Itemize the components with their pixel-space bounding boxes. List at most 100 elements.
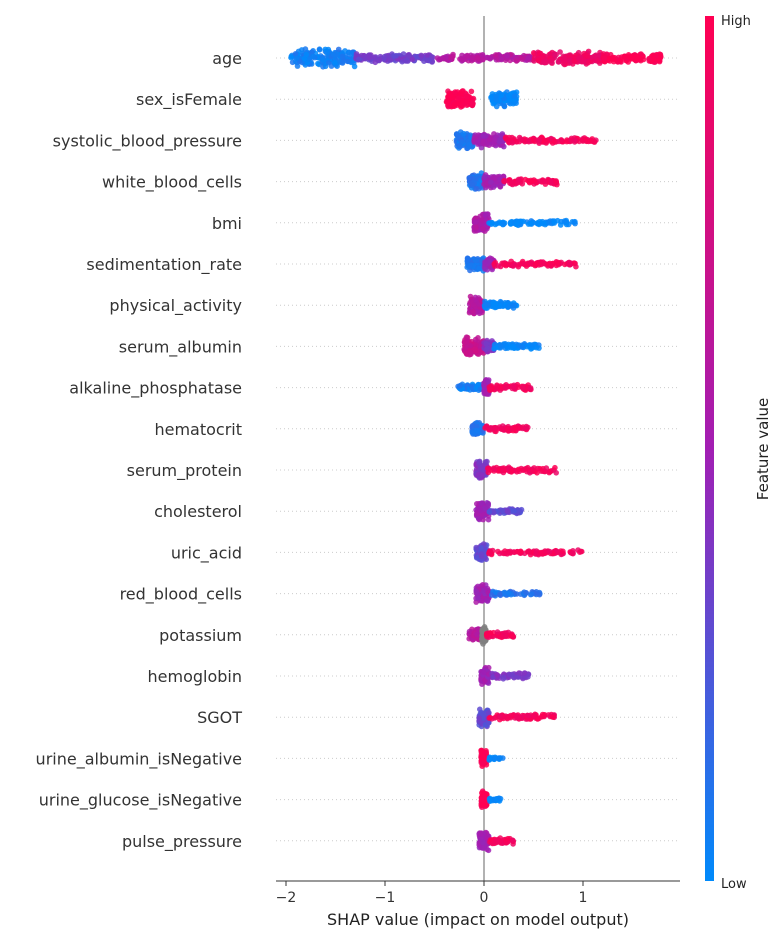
shap-point bbox=[530, 50, 537, 56]
shap-point bbox=[526, 548, 532, 554]
shap-point bbox=[515, 176, 522, 183]
shap-point bbox=[508, 258, 514, 265]
feature-label: hemoglobin bbox=[148, 667, 243, 686]
shap-point bbox=[470, 302, 477, 308]
shap-point bbox=[536, 591, 543, 598]
colorbar-high-label: High bbox=[721, 14, 751, 29]
shap-point bbox=[479, 217, 485, 224]
shap-point bbox=[538, 550, 544, 557]
shap-point bbox=[486, 136, 493, 143]
shap-point bbox=[524, 712, 531, 719]
shap-point bbox=[584, 53, 591, 59]
shap-point bbox=[547, 261, 554, 268]
shap-point bbox=[560, 60, 567, 66]
shap-point bbox=[542, 178, 548, 185]
shap-point bbox=[638, 51, 644, 57]
shap-point bbox=[486, 796, 493, 802]
shap-point bbox=[434, 55, 441, 61]
shap-point bbox=[371, 54, 378, 60]
shap-point bbox=[488, 592, 495, 598]
shap-point bbox=[294, 63, 301, 69]
shap-point bbox=[525, 138, 532, 144]
shap-point bbox=[402, 57, 409, 64]
shap-point bbox=[505, 93, 512, 99]
shap-point bbox=[477, 213, 483, 220]
shap-point bbox=[486, 55, 493, 61]
shap-point bbox=[510, 263, 517, 269]
shap-point bbox=[458, 104, 464, 110]
shap-point bbox=[517, 670, 523, 677]
shap-point bbox=[585, 59, 592, 66]
shap-point bbox=[492, 755, 498, 762]
shap-point bbox=[528, 591, 535, 597]
shap-point bbox=[553, 179, 560, 185]
shap-point bbox=[469, 182, 475, 188]
shap-point bbox=[543, 465, 550, 471]
shap-point bbox=[474, 511, 480, 517]
shap-point bbox=[621, 54, 627, 60]
shap-point bbox=[473, 185, 480, 192]
shap-point bbox=[484, 141, 490, 148]
colorbar-label: Feature value bbox=[754, 398, 772, 500]
shap-point bbox=[400, 51, 407, 57]
shap-point bbox=[494, 383, 500, 390]
shap-point bbox=[497, 184, 504, 190]
shap-point bbox=[301, 55, 308, 62]
shap-point bbox=[561, 218, 568, 224]
shap-point bbox=[533, 548, 540, 554]
shap-point bbox=[464, 94, 470, 100]
colorbar-low-label: Low bbox=[721, 877, 747, 892]
shap-point bbox=[509, 140, 516, 146]
shap-point bbox=[366, 53, 372, 59]
shap-point bbox=[580, 57, 587, 64]
shap-point bbox=[495, 548, 501, 555]
feature-label: systolic_blood_pressure bbox=[53, 131, 242, 151]
shap-point bbox=[555, 59, 562, 65]
shap-point bbox=[476, 459, 483, 466]
shap-point bbox=[460, 56, 466, 63]
shap-point bbox=[534, 470, 540, 476]
shap-point bbox=[529, 342, 535, 348]
shap-point bbox=[480, 225, 486, 232]
shap-point bbox=[414, 53, 420, 60]
shap-point bbox=[536, 50, 543, 56]
shap-point bbox=[511, 302, 517, 308]
shap-point bbox=[576, 55, 582, 61]
feature-label: age bbox=[212, 49, 242, 68]
feature-label: sedimentation_rate bbox=[86, 255, 242, 275]
shap-point bbox=[342, 48, 348, 54]
shap-point bbox=[536, 345, 542, 351]
shap-point bbox=[468, 88, 475, 95]
shap-point bbox=[473, 427, 480, 434]
shap-point bbox=[487, 386, 493, 392]
shap-point bbox=[535, 57, 542, 63]
shap-point bbox=[460, 130, 467, 137]
shap-point bbox=[452, 89, 459, 95]
feature-label: serum_protein bbox=[127, 461, 242, 481]
shap-point bbox=[469, 54, 476, 61]
shap-point bbox=[335, 46, 342, 53]
shap-point bbox=[570, 550, 576, 556]
shap-point bbox=[504, 52, 511, 59]
shap-point bbox=[509, 671, 515, 678]
shap-point bbox=[493, 52, 499, 58]
shap-point bbox=[551, 51, 558, 58]
shap-point bbox=[463, 350, 470, 356]
shap-point bbox=[511, 508, 517, 514]
shap-point bbox=[467, 350, 474, 356]
shap-point bbox=[492, 425, 498, 432]
shap-point bbox=[572, 137, 578, 144]
shap-point bbox=[475, 138, 481, 145]
shap-point bbox=[480, 752, 487, 759]
shap-point bbox=[501, 465, 507, 471]
shap-point bbox=[470, 308, 476, 315]
shap-point bbox=[483, 133, 489, 139]
shap-point bbox=[503, 633, 509, 640]
shap-point bbox=[505, 304, 511, 310]
shap-point bbox=[469, 100, 476, 106]
feature-label: pulse_pressure bbox=[122, 832, 242, 852]
shap-point bbox=[551, 220, 558, 226]
shap-point bbox=[486, 220, 492, 226]
shap-point bbox=[571, 219, 577, 225]
